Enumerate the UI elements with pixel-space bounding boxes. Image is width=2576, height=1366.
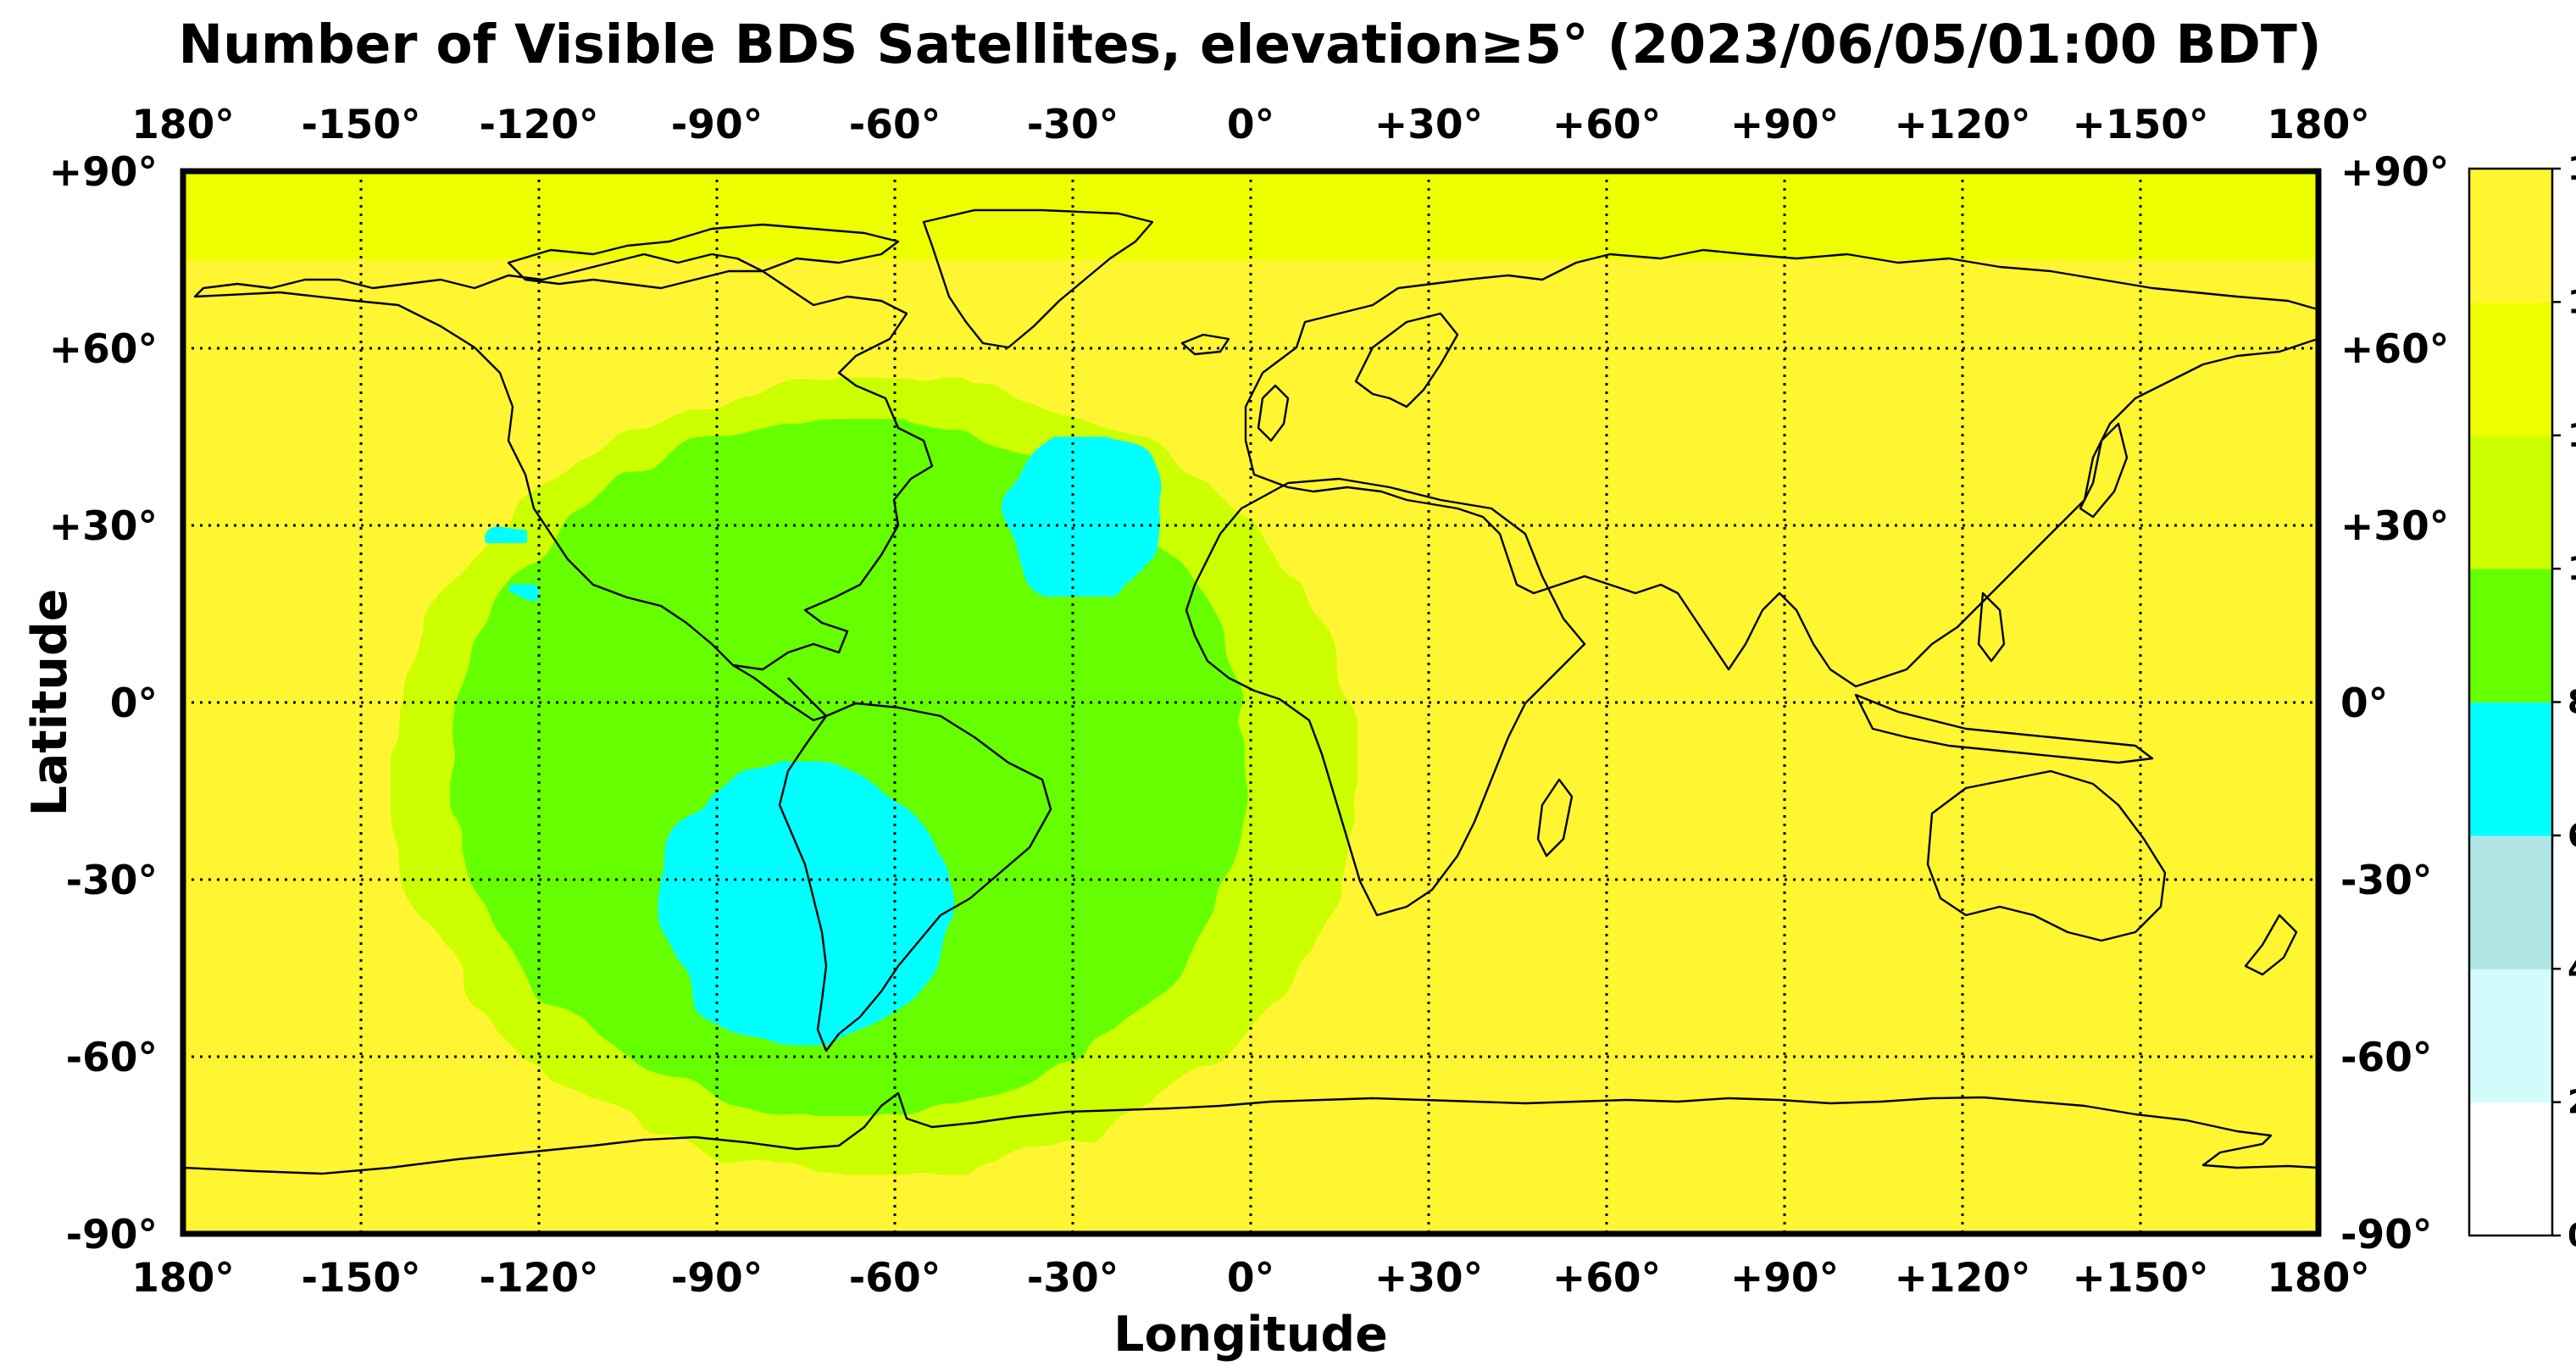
lat-tick-label-left: +30° [49, 503, 158, 550]
lon-tick-label: -120° [479, 102, 598, 148]
colorbar-tick-label: 12 [2568, 417, 2576, 454]
region-8-10-3 [450, 419, 1251, 1116]
colorbar-segment [2469, 1102, 2552, 1236]
colorbar-tick-label: 8 [2568, 684, 2576, 721]
colorbar-tick-label: 14 [2568, 283, 2576, 320]
lon-tick-label: -90° [671, 102, 763, 148]
x-axis-label: Longitude [1113, 1307, 1388, 1363]
lon-tick-label: -30° [1027, 1255, 1119, 1302]
region-6-8-5 [658, 761, 954, 1046]
lon-tick-label: +90° [1730, 102, 1839, 148]
colorbar-segment [2469, 435, 2552, 569]
coastline-antarctica [183, 1091, 2318, 1175]
lat-tick-label-right: 0° [2340, 680, 2388, 727]
lon-tick-label: 180° [2267, 102, 2370, 148]
coastline-africa [1185, 477, 1586, 917]
lon-tick-label: 0° [1227, 1255, 1274, 1302]
region-6-8-6 [480, 519, 527, 543]
lon-tick-label: +30° [1374, 1255, 1483, 1302]
lon-tick-label: -60° [849, 102, 941, 148]
lat-tick-label-right: -60° [2340, 1035, 2432, 1081]
lon-tick-label: -60° [849, 1255, 941, 1302]
coastline-scandinavia [1354, 312, 1459, 408]
coastline-north-america [193, 253, 934, 671]
lon-tick-label: 180° [2267, 1255, 2370, 1302]
lon-tick-label: +150° [2073, 102, 2209, 148]
coastline-new-zealand [2244, 913, 2298, 976]
lat-tick-label-right: +30° [2340, 503, 2449, 550]
top-longitude-ticks: 180° -150° -120° -90° -60° -30° 0° +30° +60° +90°… [131, 102, 2370, 148]
lon-tick-label: -120° [479, 1255, 598, 1302]
map-frame [180, 168, 2322, 1237]
coastline-central-america [732, 664, 828, 722]
region-6-8-7 [509, 584, 539, 602]
lon-tick-label: +30° [1374, 102, 1483, 148]
y-axis-label: Latitude [22, 589, 78, 817]
lon-tick-label: -90° [671, 1255, 763, 1302]
lon-tick-label: 180° [131, 1255, 235, 1302]
lon-tick-label: -30° [1027, 102, 1119, 148]
coastline-eurasia [1244, 248, 2318, 688]
lat-tick-label-right: -30° [2340, 858, 2432, 904]
lat-tick-label-left: -90° [66, 1212, 158, 1258]
coastline-australia [1926, 769, 2167, 942]
bottom-longitude-ticks: 180° -150° -120° -90° -60° -30° 0° +30° +60° +90°… [131, 1255, 2370, 1302]
right-latitude-ticks: +90° +60° +30° 0° -30° -60° -90° [2340, 149, 2449, 1258]
lat-tick-label-left: 0° [110, 680, 158, 727]
lon-tick-label: +60° [1552, 102, 1661, 148]
coastline-british-isles [1257, 384, 1290, 442]
lat-tick-label-right: +90° [2340, 149, 2449, 196]
lon-tick-label: +90° [1730, 1255, 1839, 1302]
lon-tick-label: +120° [1895, 1255, 2031, 1302]
coastline-greenland [922, 208, 1154, 349]
lat-tick-label-left: +90° [49, 149, 158, 196]
coastline-maritime-se-asia [1854, 591, 2154, 764]
lon-tick-label: 180° [131, 102, 235, 148]
coastline-south-america [778, 702, 1052, 1052]
lon-tick-label: +60° [1552, 1255, 1661, 1302]
colorbar-segment [2469, 302, 2552, 436]
colorbar-tick-label: 16 [2568, 150, 2576, 187]
coastline-japan [2079, 422, 2129, 519]
coastline-iceland [1180, 333, 1230, 356]
left-latitude-ticks: +90° +60° +30° 0° -30° -60° -90° [49, 149, 158, 1258]
colorbar-tick-label: 10 [2568, 550, 2576, 587]
lon-tick-label: 0° [1227, 102, 1274, 148]
coastlines [183, 208, 2318, 1175]
colorbar-tick-label: 4 [2568, 950, 2576, 987]
lat-tick-label-left: -30° [66, 858, 158, 904]
lon-tick-label: +120° [1895, 102, 2031, 148]
graticule [183, 171, 2318, 1234]
colorbar-segment [2469, 969, 2552, 1103]
lon-tick-label: -150° [301, 102, 420, 148]
colorbar-segment [2469, 169, 2552, 303]
lon-tick-label: -150° [301, 1255, 420, 1302]
region-6-8-4 [1002, 436, 1162, 597]
colorbar-segment [2469, 569, 2552, 702]
chart-title: Number of Visible BDS Satellites, elevat… [178, 14, 2322, 75]
coastline-arctic-archipelago [507, 223, 900, 290]
colorbar: 0 2 4 6 8 10 12 14 16 [2468, 150, 2576, 1254]
colorbar-tick-label: 6 [2568, 817, 2576, 854]
colorbar-segment [2469, 835, 2552, 969]
lat-tick-label-right: +60° [2340, 326, 2449, 373]
coastline-madagascar [1536, 778, 1574, 858]
map-area [183, 171, 2318, 1234]
lat-tick-label-left: -60° [66, 1035, 158, 1081]
lat-tick-label-right: -90° [2340, 1212, 2432, 1258]
colorbar-tick-label: 0 [2568, 1217, 2576, 1254]
lat-tick-label-left: +60° [49, 326, 158, 373]
colorbar-segment [2469, 702, 2552, 836]
colorbar-tick-label: 2 [2568, 1084, 2576, 1121]
lon-tick-label: +150° [2073, 1255, 2209, 1302]
